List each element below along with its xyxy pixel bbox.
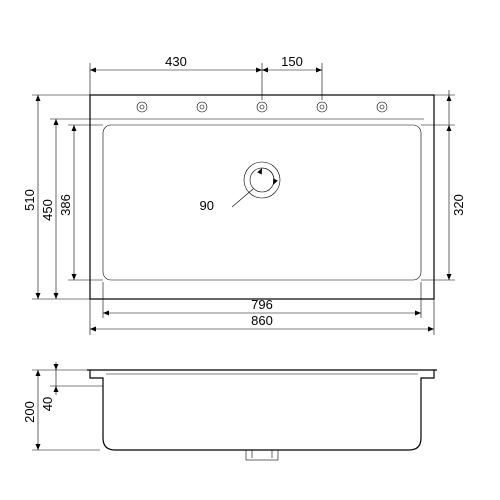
dim-drain: 90: [200, 198, 214, 213]
dim-40: 40: [40, 397, 55, 411]
dim-320: 320: [451, 194, 466, 216]
top-view: 90 430 150 510 450 386 320 796 860: [22, 54, 466, 335]
dim-386: 386: [58, 194, 73, 216]
dim-796: 796: [251, 297, 273, 312]
sink-drawing: 90 430 150 510 450 386 320 796 860: [0, 0, 500, 500]
tap-holes: [137, 102, 387, 112]
dim-510: 510: [22, 189, 37, 211]
dim-150: 150: [281, 54, 303, 69]
dim-200: 200: [22, 401, 37, 423]
dim-450: 450: [40, 199, 55, 221]
dim-430: 430: [165, 54, 187, 69]
drain-icon: 90: [200, 162, 280, 213]
dim-860: 860: [251, 313, 273, 328]
section-view: 200 40: [22, 362, 437, 460]
